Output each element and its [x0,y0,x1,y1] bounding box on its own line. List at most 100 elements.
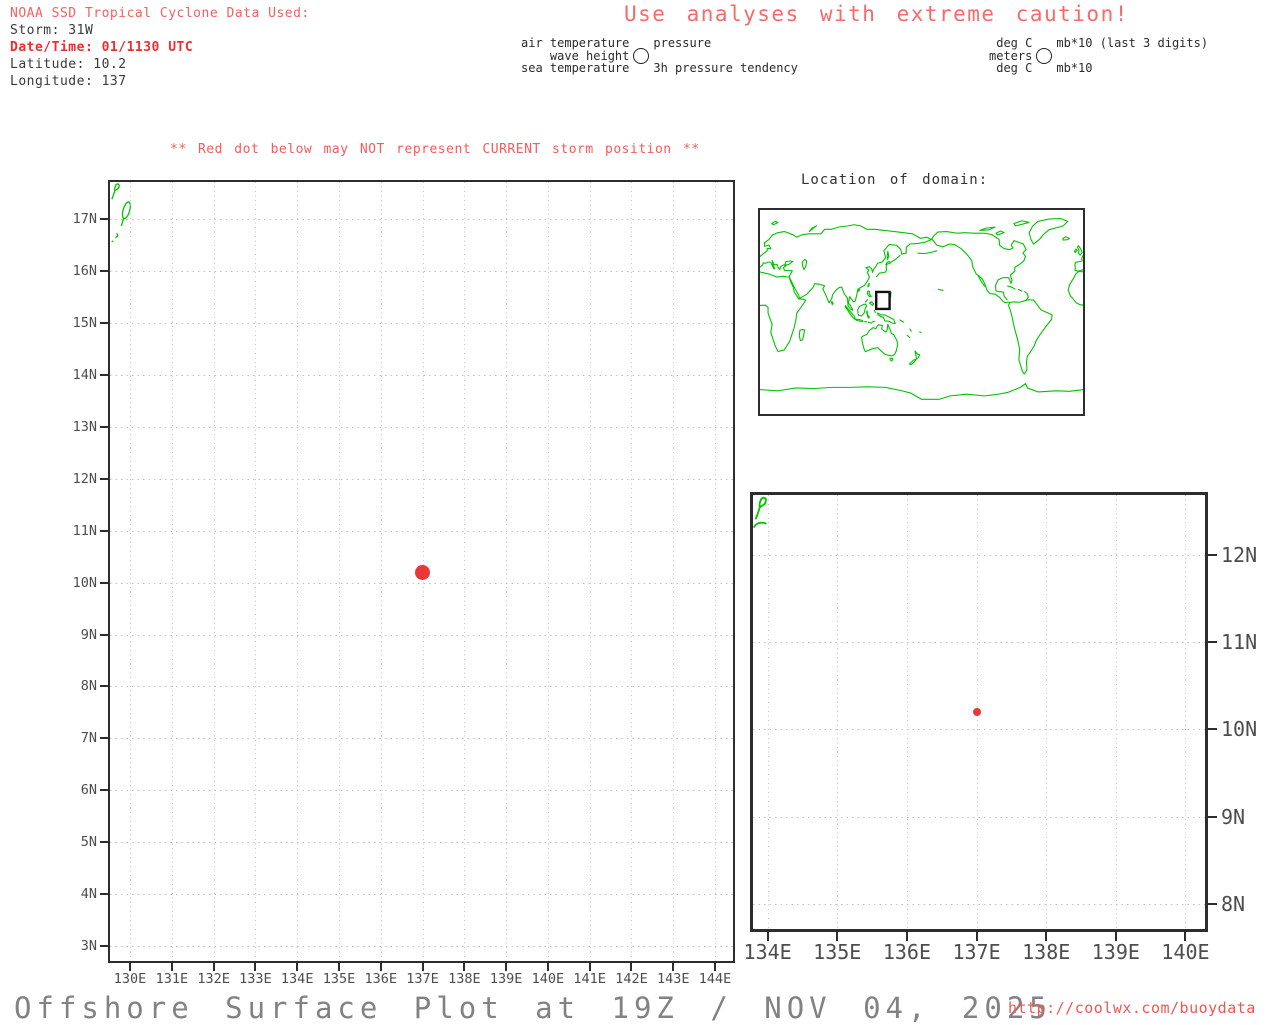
lon-tick-label: 138E [1022,940,1071,964]
lon-tick-label: 140E [531,971,565,987]
lat-gridline [110,842,733,844]
lat-tick-label: 13N [72,418,97,435]
lon-tick-label: 138E [448,971,481,987]
info-latitude-line: Latitude: 10.2 [10,57,127,72]
lon-tick [1114,932,1117,941]
units-mb10-label: mb*10 [1056,61,1093,75]
legend-wave-height-label: wave height [549,48,630,63]
lat-gridline [110,426,733,428]
lat-tick [100,893,108,896]
lon-gridline [631,182,633,961]
lon-tick-label: 142E [615,971,648,987]
yap-island [753,495,769,520]
lat-tick [100,944,108,947]
lon-gridline [1185,495,1187,929]
lat-tick-label: 8N [1221,891,1246,916]
units-meters-label: meters [989,48,1033,63]
lat-gridline [110,219,733,221]
lon-tick [672,963,675,971]
world-map [758,208,1085,416]
lon-gridline [213,182,215,961]
lat-gridline [110,686,733,688]
lat-tick-label: 10N [1221,717,1258,742]
lat-gridline [110,530,733,532]
lon-tick-label: 136E [882,940,931,964]
lon-gridline [464,182,466,961]
lon-gridline [673,182,675,961]
units-mb10-last3-label: mb*10 (last 3 digits) [1056,36,1209,50]
lat-gridline [110,323,733,325]
lon-tick [170,963,173,971]
lat-tick [100,529,108,532]
lon-tick-label: 139E [489,971,523,987]
lat-gridline [110,790,733,792]
lat-tick [100,633,108,636]
lon-tick [129,963,132,971]
main-map: 130E 131E 132E 133E 134E 135E 136E 137E 138E 139E… [73,180,735,987]
station-legend-right-labels: pressure 3h pressure tendency [653,37,798,75]
lon-tick [1045,932,1048,941]
lat-tick-label: 10N [72,574,97,591]
domain-map-title: Location of domain: [801,172,989,188]
lon-gridline [767,495,769,929]
lon-gridline [338,182,340,961]
lat-tick [100,477,108,480]
units-right-labels: mb*10 (last 3 digits) mb*10 [1056,37,1208,75]
yap-island [110,182,121,200]
lat-tick [1208,815,1217,818]
units-left-labels: deg C meters deg C [989,37,1032,75]
lon-tick [905,932,908,941]
lon-tick [212,963,215,971]
lat-tick-label: 12N [1221,543,1258,568]
lon-gridline [171,182,173,961]
zoom-map: 134E 135E 136E 137E 138E 139E 140E 12N 11N 10N 9N 8… [744,492,1257,964]
lat-tick [100,841,108,844]
lat-tick [100,425,108,428]
lon-tick [1184,932,1187,941]
lat-tick-label: 16N [72,263,97,280]
lat-gridline [110,634,733,636]
lon-gridline [1046,495,1048,929]
lon-tick-label: 137E [406,971,439,987]
lon-gridline [130,182,132,961]
lon-tick [766,932,769,941]
lon-gridline [837,495,839,929]
lat-tick-label: 11N [1221,630,1258,655]
lon-tick-label: 130E [113,971,147,987]
station-circle-icon [1036,47,1053,64]
lat-tick [1208,902,1217,905]
lat-gridline [753,555,1205,557]
lon-gridline [506,182,508,961]
lat-gridline [753,729,1205,731]
lat-tick-label: 14N [72,367,97,384]
lon-tick [296,963,299,971]
lon-tick [254,963,257,971]
lon-gridline [906,495,908,929]
lon-tick [337,963,340,971]
legend-pressure-tendency-label: 3h pressure tendency [653,61,798,75]
lat-gridline [753,903,1205,905]
info-storm-line: Storm: 31W [10,23,94,38]
lon-tick [714,963,717,971]
lon-tick-label: 133E [239,971,272,987]
lat-gridline [110,375,733,377]
lat-tick-label: 11N [72,522,97,539]
lat-tick-label: 4N [80,886,97,903]
lat-tick-label: 17N [72,211,97,228]
lon-tick-label: 140E [1161,940,1210,964]
lon-tick-label: 136E [364,971,398,987]
station-circle-icon [633,47,650,64]
lon-gridline [547,182,549,961]
lat-tick [100,581,108,584]
caution-banner: Use analyses with extreme caution! [624,2,1129,26]
station-legend-parameters: air temperature wave height sea temperat… [521,37,798,75]
lon-tick [836,932,839,941]
lon-gridline [255,182,257,961]
lat-gridline [110,478,733,480]
lat-tick-label: 12N [72,470,97,487]
lon-tick [588,963,591,971]
units-degc2-label: deg C [996,61,1033,75]
lon-tick-label: 134E [743,940,792,964]
lat-tick-label: 3N [80,937,97,954]
